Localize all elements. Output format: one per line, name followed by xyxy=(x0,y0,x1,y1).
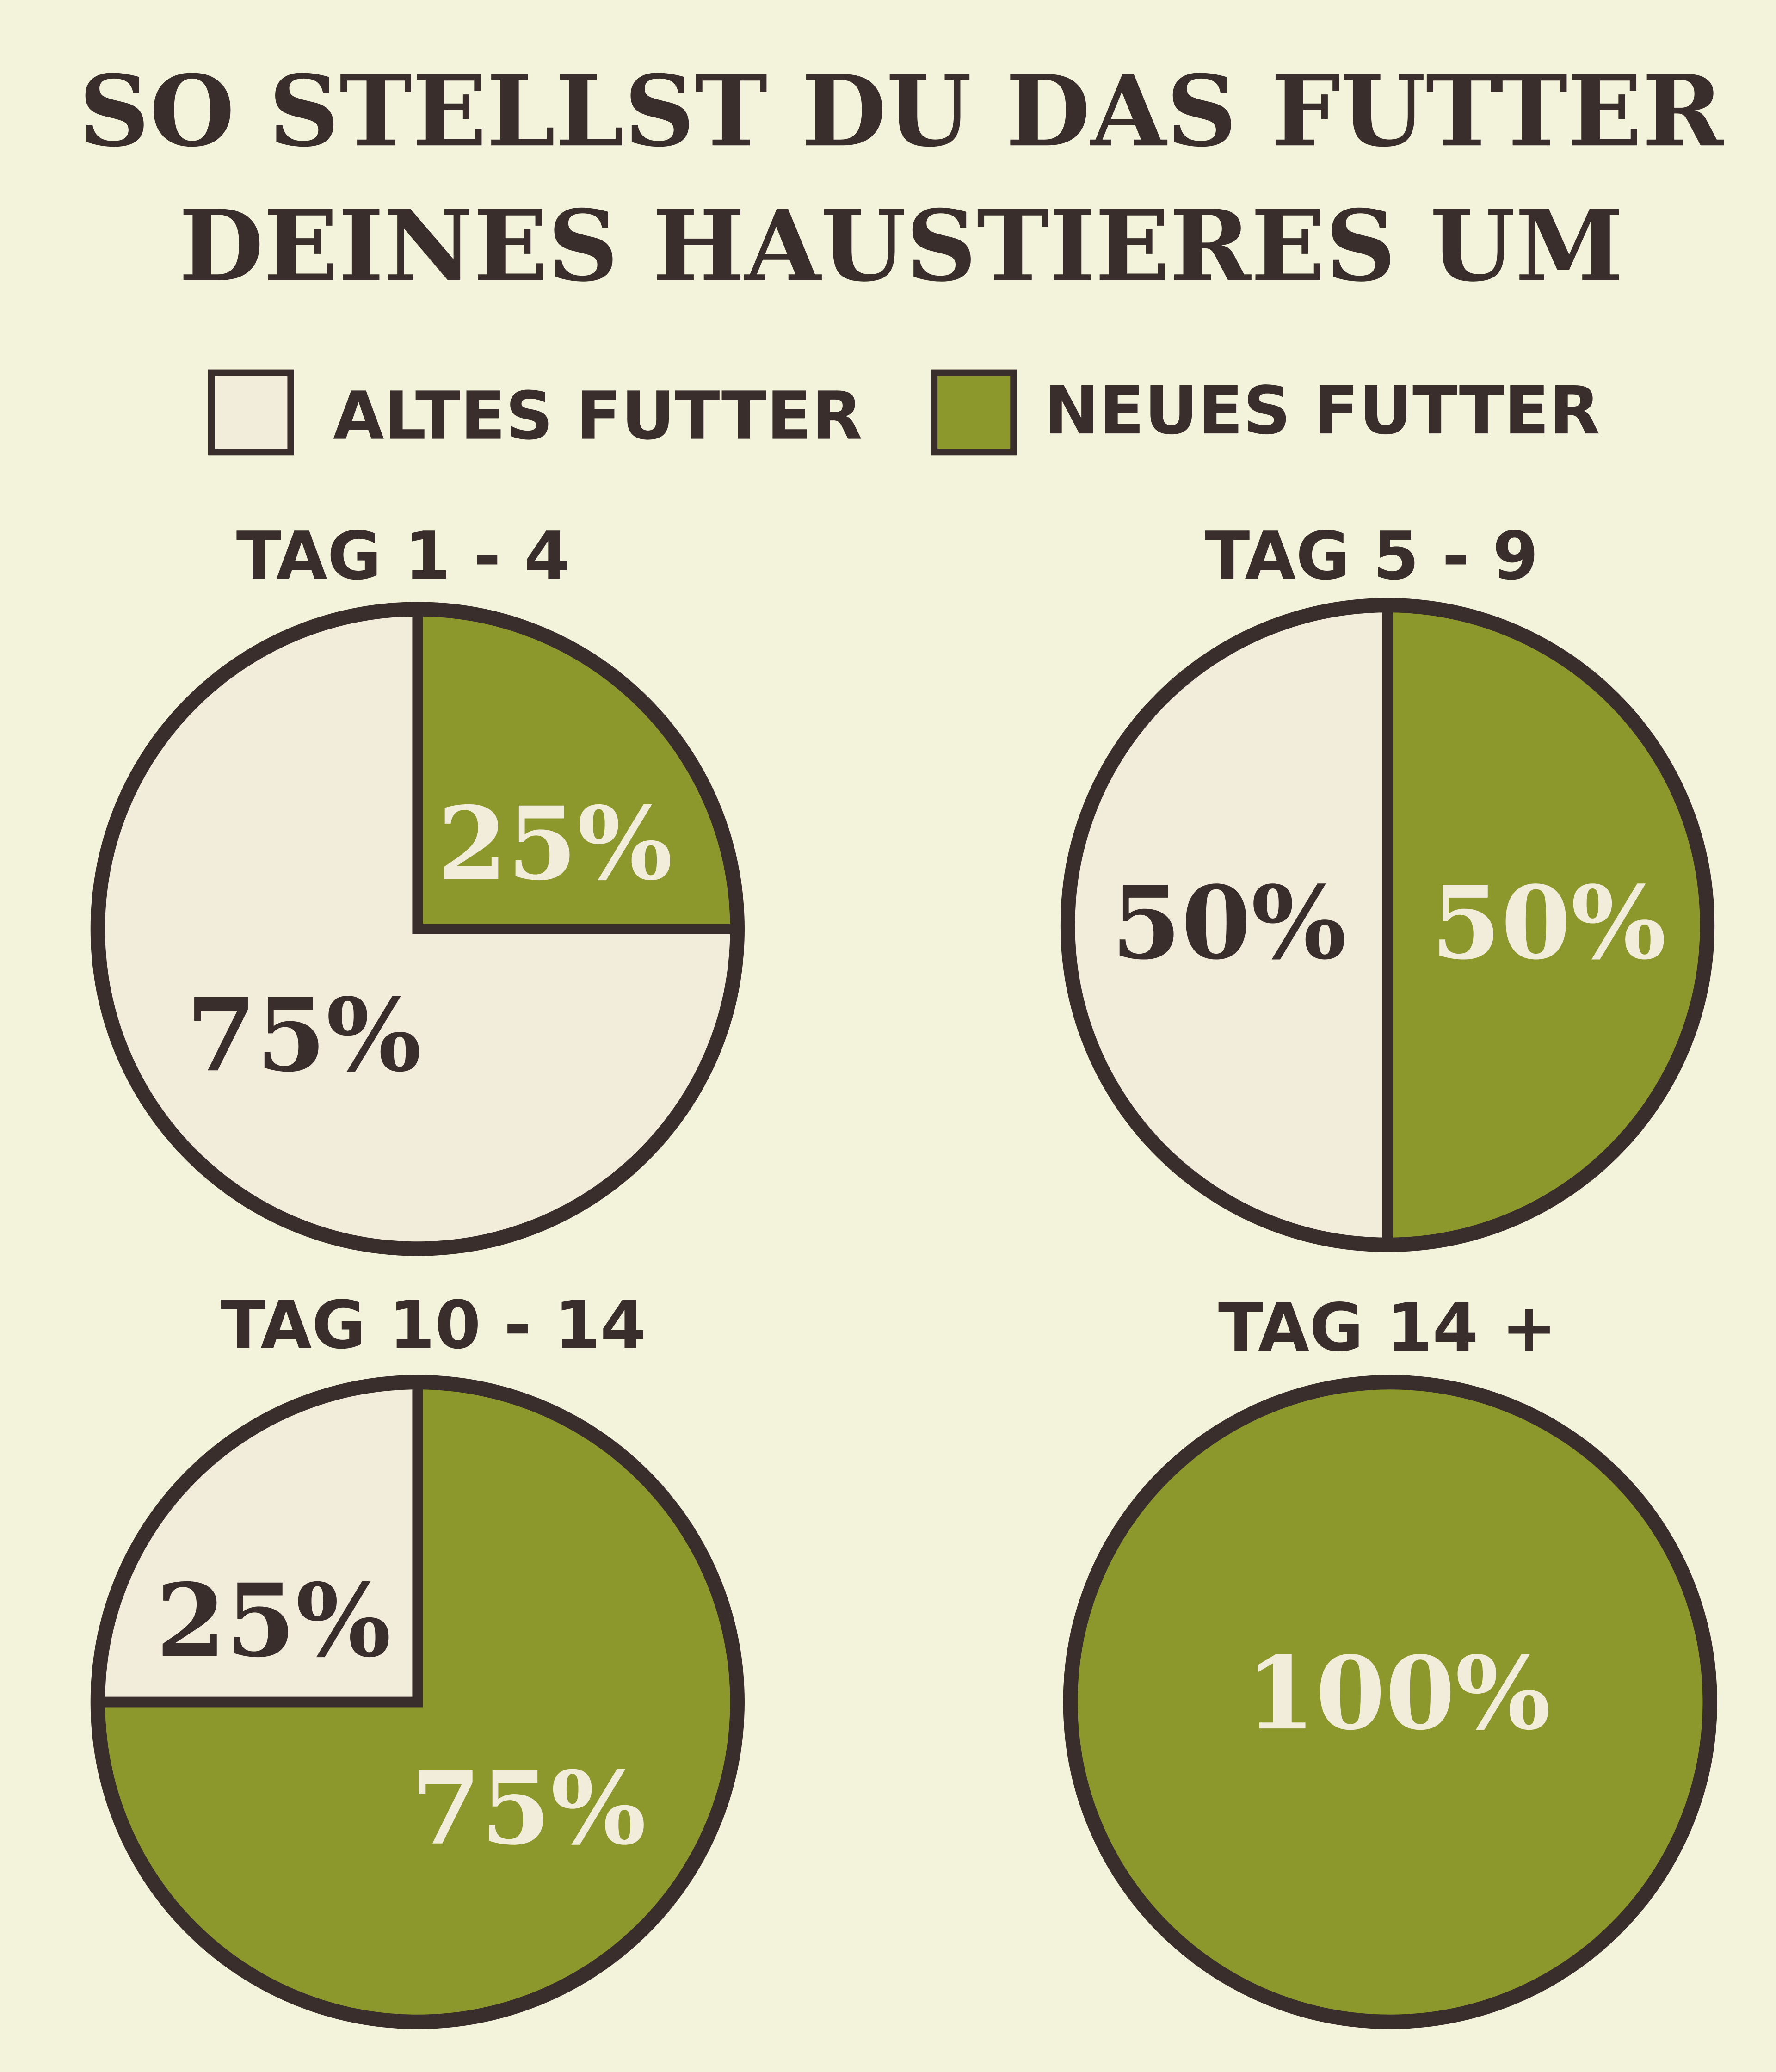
pie-4: TAG 14 + 100% xyxy=(1063,1289,1717,2029)
chart-title-line-1: SO STELLST DU DAS FUTTER xyxy=(79,53,1724,168)
pie-3: TAG 10 - 14 25%75% xyxy=(90,1286,745,2029)
pie-outline xyxy=(90,1375,745,2029)
pie-title: TAG 10 - 14 xyxy=(221,1286,646,1363)
slice-label: 100% xyxy=(1246,1634,1551,1752)
pie-1: TAG 1 - 4 75%25% xyxy=(90,517,745,1256)
legend-label-new: NEUES FUTTER xyxy=(1044,372,1600,449)
legend: ALTES FUTTER NEUES FUTTER xyxy=(208,369,1600,456)
pie-outline xyxy=(1063,1375,1717,2029)
pie-slice xyxy=(1070,1382,1710,2022)
slice-label: 75% xyxy=(186,976,421,1094)
slice-label: 50% xyxy=(1111,864,1346,982)
pie-outline xyxy=(1060,598,1715,1252)
legend-swatch-old xyxy=(208,369,294,456)
slice-label: 25% xyxy=(156,1562,391,1680)
slice-label: 50% xyxy=(1431,864,1666,982)
pie-2: TAG 5 - 9 50% 50% xyxy=(1060,517,1715,1252)
pie-title: TAG 1 - 4 xyxy=(236,517,570,594)
chart-title-line-2: DEINES HAUSTIERES UM xyxy=(179,188,1624,303)
legend-swatch-new xyxy=(931,369,1017,456)
slice-label: 25% xyxy=(438,785,672,903)
slice-label: 75% xyxy=(411,1750,646,1868)
legend-label-old: ALTES FUTTER xyxy=(333,377,863,455)
pie-title: TAG 5 - 9 xyxy=(1205,517,1538,594)
pie-title: TAG 14 + xyxy=(1218,1289,1557,1366)
pie-outline xyxy=(90,602,745,1256)
